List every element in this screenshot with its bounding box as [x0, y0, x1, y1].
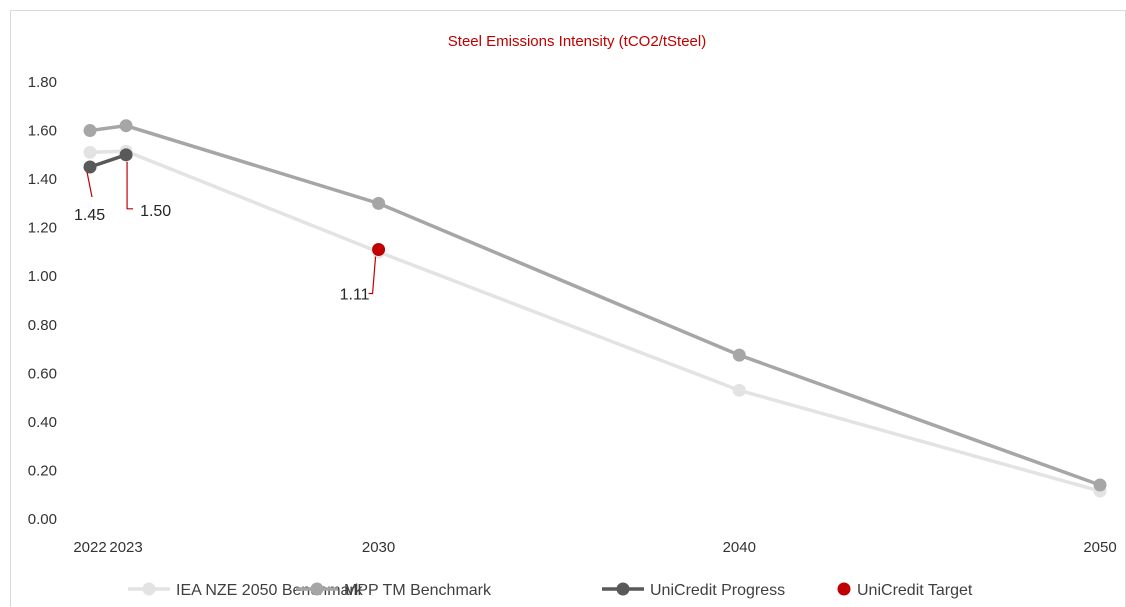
series-layer	[83, 119, 1107, 498]
series-unicredit-progress	[83, 148, 133, 174]
leader-line	[86, 171, 93, 198]
legend-marker	[142, 582, 156, 596]
data-point	[83, 124, 97, 138]
data-label-layer: 1.45 1.50 1.11	[74, 161, 377, 304]
data-label: 1.45	[74, 207, 105, 224]
leader-line	[368, 256, 377, 295]
data-label: 1.50	[140, 203, 171, 220]
legend-label: UniCredit Progress	[650, 582, 785, 599]
y-tick-label: 1.60	[28, 123, 57, 140]
y-tick-label: 0.60	[28, 365, 57, 382]
x-tick-label: 2030	[362, 539, 395, 556]
y-tick-label: 1.20	[28, 220, 57, 237]
x-tick-label: 2023	[109, 539, 142, 556]
data-point	[372, 243, 386, 257]
legend-item: UniCredit Progress	[602, 582, 785, 599]
x-axis: 2022 2023 2030 2040 2050	[73, 539, 1116, 556]
legend-item: UniCredit Target	[837, 582, 973, 599]
chart-title: Steel Emissions Intensity (tCO2/tSteel)	[448, 33, 706, 50]
legend-label: MPP TM Benchmark	[344, 582, 492, 599]
data-point	[1093, 478, 1107, 492]
legend-item: MPP TM Benchmark	[296, 582, 492, 599]
series-line	[89, 149, 1101, 493]
series-unicredit-target	[372, 243, 386, 257]
x-tick-label: 2022	[73, 539, 106, 556]
y-tick-label: 0.00	[28, 511, 57, 528]
y-axis: 0.00 0.20 0.40 0.60 0.80 1.00 1.20 1.40 1.60 1.80	[28, 74, 57, 528]
data-label: 1.11	[340, 287, 370, 304]
data-point	[83, 160, 97, 174]
series-line	[89, 123, 1101, 487]
y-tick-label: 0.80	[28, 317, 57, 334]
data-point	[732, 383, 746, 397]
data-point	[83, 145, 97, 159]
data-point	[119, 119, 133, 133]
y-tick-label: 1.40	[28, 171, 57, 188]
series-mpp-tm-benchmark	[83, 119, 1107, 492]
x-tick-label: 2040	[723, 539, 756, 556]
y-tick-label: 0.20	[28, 462, 57, 479]
data-point	[732, 348, 746, 362]
series-iea-nze-2050-benchmark	[83, 144, 1107, 498]
x-tick-label: 2050	[1083, 539, 1116, 556]
legend-marker	[616, 582, 630, 596]
data-point	[372, 196, 386, 210]
data-point	[119, 148, 133, 162]
legend-marker	[310, 582, 324, 596]
y-tick-label: 1.00	[28, 268, 57, 285]
legend-marker	[837, 582, 851, 596]
leader-line	[126, 161, 134, 210]
y-tick-label: 1.80	[28, 74, 57, 91]
legend-label: UniCredit Target	[857, 582, 973, 599]
y-tick-label: 0.40	[28, 414, 57, 431]
